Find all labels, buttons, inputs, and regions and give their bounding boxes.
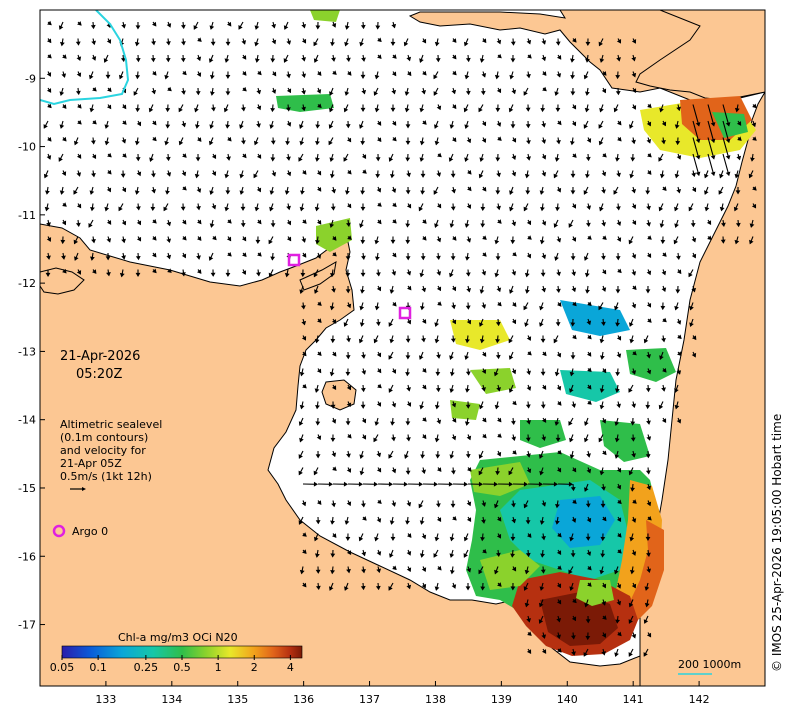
lon-tick-label: 142 [689, 693, 710, 706]
colorbar-tick-label: 1 [215, 661, 222, 674]
map-time: 05:20Z [76, 367, 122, 382]
colorbar-title: Chl-a mg/m3 OCi N20 [118, 631, 238, 644]
lat-tick-label: -14 [18, 414, 36, 427]
lon-tick-label: 140 [557, 693, 578, 706]
colorbar-ticks: 0.05 0.1 0.25 0.5 1 2 4 [50, 655, 294, 674]
lat-tick-label: -17 [18, 619, 36, 632]
scale-arrow-icon [70, 487, 86, 491]
info-line: (0.1m contours) [60, 431, 148, 444]
mooring-marker[interactable] [287, 253, 301, 267]
lon-tick-label: 133 [95, 693, 116, 706]
lat-tick-label: -16 [18, 550, 36, 563]
lat-tick-label: -11 [18, 209, 36, 222]
argo-label: Argo 0 [72, 525, 108, 538]
info-line: Altimetric sealevel [60, 418, 162, 431]
scale-label: 200 1000m [678, 658, 741, 671]
lat-tick-label: -10 [18, 141, 36, 154]
lon-tick-label: 137 [359, 693, 380, 706]
info-line: and velocity for [60, 444, 146, 457]
velocity-arrows [43, 20, 757, 657]
sealevel-contour [40, 10, 130, 106]
info-line: 0.5m/s (1kt 12h) [60, 470, 152, 483]
latitude-axis: -9 -10 -11 -12 -13 -14 -15 -16 -17 [18, 72, 45, 632]
lat-tick-label: -12 [18, 277, 36, 290]
lon-tick-label: 139 [491, 693, 512, 706]
lon-tick-label: 138 [425, 693, 446, 706]
info-line: 21-Apr 05Z [60, 457, 122, 470]
colorbar-tick-label: 0.05 [50, 661, 75, 674]
map-plot-area [40, 10, 765, 686]
lon-tick-label: 136 [293, 693, 314, 706]
land [40, 10, 765, 686]
argo-icon [52, 524, 66, 538]
colorbar-tick-label: 2 [251, 661, 258, 674]
colorbar-tick-label: 0.25 [134, 661, 159, 674]
lon-tick-label: 135 [227, 693, 248, 706]
plot-frame [39, 9, 766, 687]
credit-text: © IMOS 25-Apr-2026 19:05:00 Hobart time [770, 414, 784, 672]
lat-tick-label: -9 [25, 72, 36, 85]
colorbar-tick-label: 0.5 [173, 661, 191, 674]
chlorophyll-layer [276, 10, 756, 656]
colorbar-tick-label: 4 [287, 661, 294, 674]
colorbar-tick-label: 0.1 [89, 661, 107, 674]
mooring-marker[interactable] [398, 306, 412, 320]
map-date: 21-Apr-2026 [60, 349, 140, 364]
lat-tick-label: -15 [18, 482, 36, 495]
lon-tick-label: 141 [623, 693, 644, 706]
longitude-axis: 133 134 135 136 137 138 139 140 141 142 [95, 681, 710, 706]
lon-tick-label: 134 [161, 693, 182, 706]
lat-tick-label: -13 [18, 345, 36, 358]
